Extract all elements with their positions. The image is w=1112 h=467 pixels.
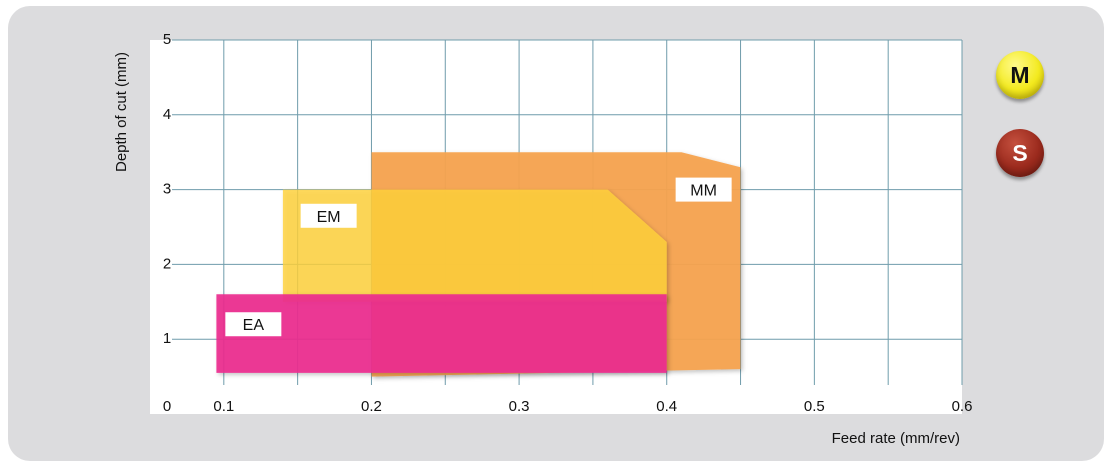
x-axis-ticks: 0.1 0.2 0.3 0.4 0.5 0.6 — [213, 398, 972, 415]
regions — [216, 152, 741, 377]
x-tick-label: 0.5 — [804, 398, 825, 415]
material-m-label: M — [1010, 61, 1030, 88]
y-axis-ticks: 1 2 3 4 5 — [163, 31, 171, 347]
x-tick-label: 0.6 — [952, 398, 973, 415]
region-em — [282, 189, 667, 302]
region-label-mm: MM — [690, 183, 717, 200]
x-tick-label: 0.3 — [509, 398, 530, 415]
region-ea — [216, 294, 667, 373]
material-s-label: S — [1012, 139, 1028, 166]
region-labels: MM EM EA — [225, 177, 732, 337]
y-tick-label: 5 — [163, 31, 171, 48]
y-tick-label: 4 — [163, 106, 171, 123]
x-tick-label: 0.1 — [213, 398, 234, 415]
y-axis-title: Depth of cut (mm) — [113, 52, 130, 172]
material-s-badge: S — [996, 129, 1044, 177]
x-tick-label: 0.4 — [656, 398, 677, 415]
region-label-box-em — [300, 203, 357, 228]
x-tick-label: 0.2 — [361, 398, 382, 415]
y-tick-label: 2 — [163, 255, 171, 272]
material-m-badge: M — [996, 51, 1044, 99]
y-tick-label: 3 — [163, 181, 171, 198]
origin-label: 0 — [163, 398, 171, 415]
region-label-em: EM — [317, 209, 341, 226]
region-label-box-mm — [675, 177, 732, 202]
region-label-box-ea — [225, 312, 282, 337]
x-axis-title: Feed rate (mm/rev) — [832, 430, 960, 447]
region-label-ea: EA — [243, 317, 265, 334]
y-tick-label: 1 — [163, 330, 171, 347]
